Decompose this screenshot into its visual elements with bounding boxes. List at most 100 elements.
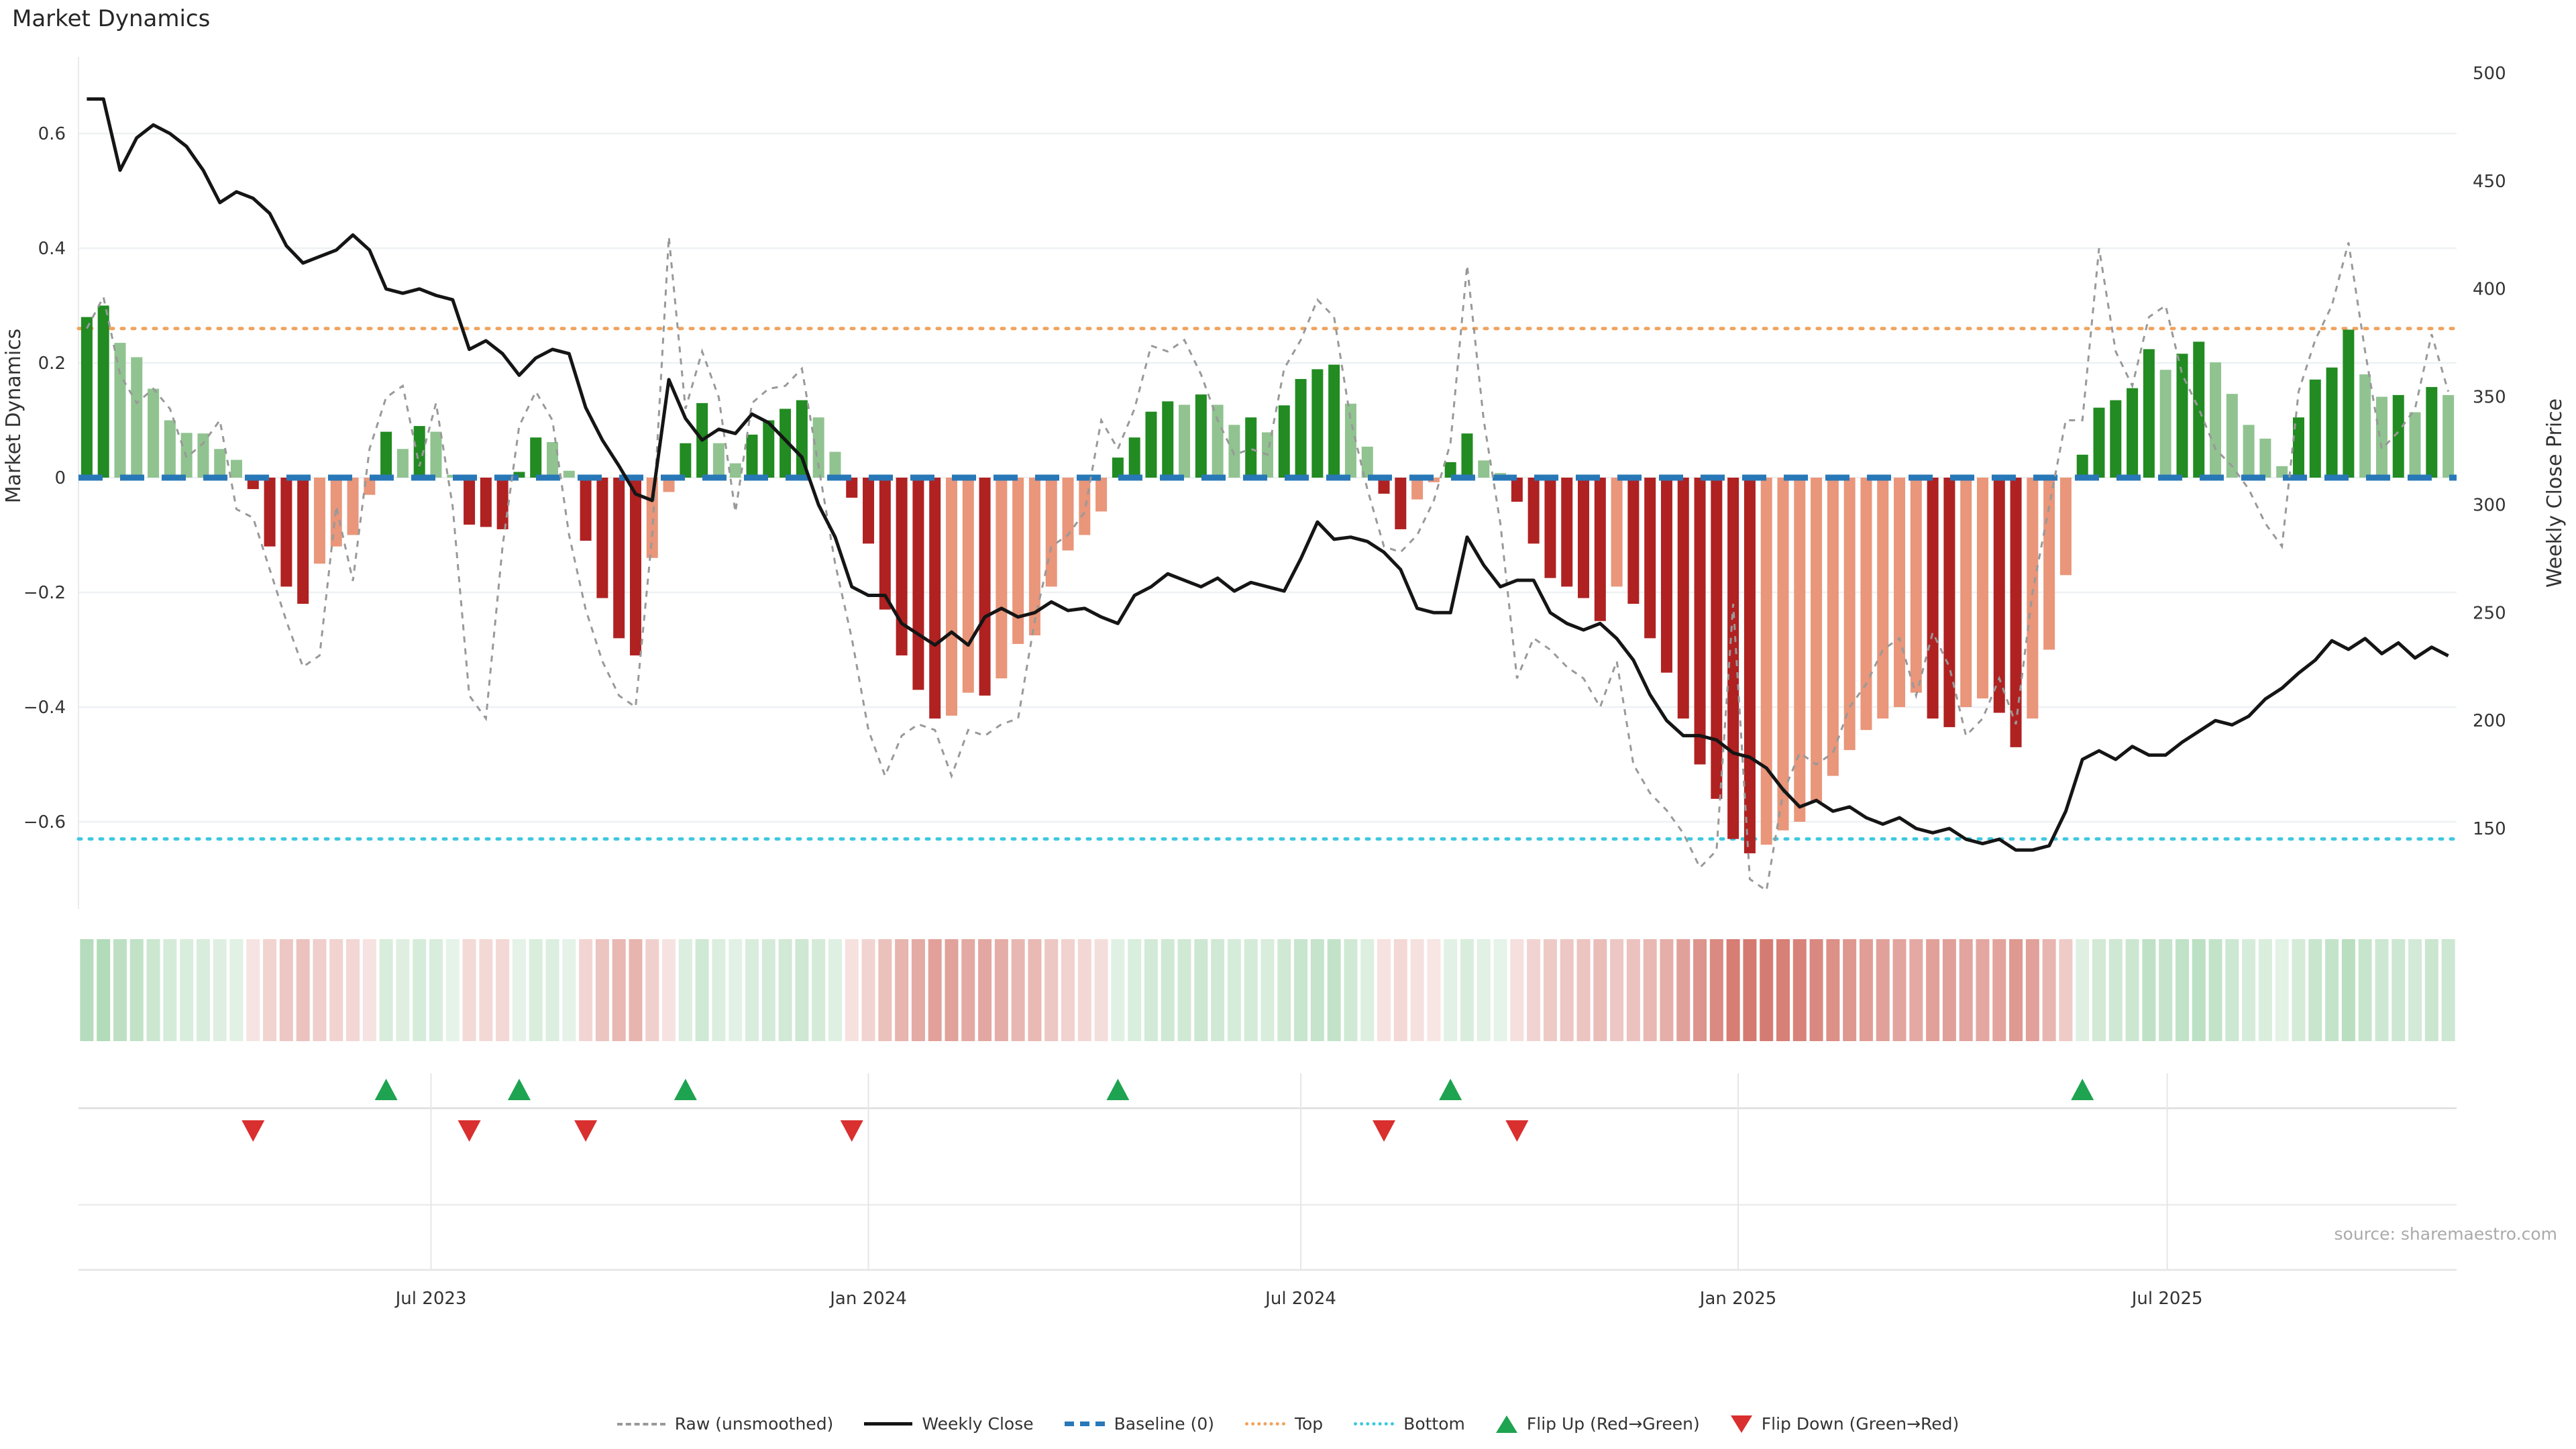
- heatmap-cell: [712, 939, 726, 1041]
- heatmap-cell: [1776, 939, 1790, 1041]
- heatmap-cell: [795, 939, 809, 1041]
- dynamics-bar: [896, 478, 908, 656]
- heatmap-cell: [562, 939, 576, 1041]
- heatmap-cell: [695, 939, 709, 1041]
- dynamics-bar: [1611, 478, 1623, 587]
- right-axis-tick-label: 300: [2473, 495, 2506, 515]
- left-axis-tick-label: −0.6: [23, 812, 66, 833]
- dynamics-bar: [1295, 378, 1307, 478]
- heatmap-cell: [346, 939, 360, 1041]
- heatmap-cell: [1194, 939, 1208, 1041]
- heatmap-cell: [1410, 939, 1424, 1041]
- dynamics-bar: [1644, 478, 1656, 639]
- heatmap-cell: [229, 939, 244, 1041]
- dynamics-bar: [1711, 478, 1723, 799]
- dynamics-bar: [313, 478, 325, 564]
- heatmap-cell: [462, 939, 476, 1041]
- dynamics-bar: [1311, 369, 1324, 478]
- heatmap-cell: [80, 939, 94, 1041]
- heatmap-cell: [1859, 939, 1873, 1041]
- weekly-close-line: [87, 97, 2449, 852]
- heatmap-cell: [1144, 939, 1158, 1041]
- heatmap-cell: [1959, 939, 1973, 1041]
- heatmap-cell: [479, 939, 493, 1041]
- dynamics-bar: [1727, 478, 1739, 839]
- heatmap-cell: [429, 939, 443, 1041]
- left-axis-tick-label: 0.2: [38, 354, 66, 374]
- dynamics-bar: [2443, 394, 2455, 478]
- heatmap-cell: [1477, 939, 1491, 1041]
- dynamics-bar: [2110, 400, 2122, 478]
- dynamics-bar: [2226, 394, 2238, 478]
- dynamics-bar: [2259, 438, 2271, 478]
- dynamics-bar: [596, 478, 608, 598]
- dynamics-bar: [2193, 341, 2205, 478]
- dynamics-bar: [945, 478, 957, 716]
- heatmap-cell: [413, 939, 427, 1041]
- dynamics-bar: [1578, 478, 1590, 598]
- heatmap-cell: [978, 939, 992, 1041]
- dynamics-bar: [97, 305, 109, 478]
- flip-up-triangle-icon: [1495, 1415, 1517, 1433]
- heatmap-cell: [1493, 939, 1507, 1041]
- dynamics-bar: [2210, 362, 2222, 478]
- x-axis-tick-label: Jan 2024: [828, 1289, 907, 1309]
- heatmap-cell: [1992, 939, 2006, 1041]
- heatmap-cell: [263, 939, 277, 1041]
- legend-item-top: Top: [1244, 1414, 1323, 1434]
- heatmap-cell: [146, 939, 160, 1041]
- dynamics-bar: [1128, 437, 1140, 478]
- heatmap-cell: [1709, 939, 1723, 1041]
- heatmap-cell: [729, 939, 743, 1041]
- heatmap-cell: [2258, 939, 2272, 1041]
- dynamics-bar: [280, 478, 292, 587]
- heatmap-cell: [1044, 939, 1059, 1041]
- axis-tick-labels: 0.6 0.4 0.2 0 −0.2 −0.4 −0.6 500 450 400 350 300 250…: [23, 64, 2506, 1309]
- right-axis-tick-label: 500: [2473, 64, 2506, 84]
- dynamics-bar: [1910, 478, 1922, 693]
- heatmap-cell: [313, 939, 327, 1041]
- heatmap-cell: [1377, 939, 1391, 1041]
- right-axis-tick-label: 450: [2473, 172, 2506, 192]
- heatmap-cell: [1926, 939, 1940, 1041]
- heatmap-cell: [1310, 939, 1324, 1041]
- raw-unsmoothed-line: [86, 236, 2450, 893]
- dynamics-bar: [580, 478, 592, 541]
- page-title: Market Dynamics: [12, 5, 211, 32]
- dynamics-bar: [2176, 354, 2188, 478]
- heatmap-cell: [1177, 939, 1191, 1041]
- heatmap-cell: [612, 939, 626, 1041]
- dynamics-bar: [1012, 478, 1024, 644]
- dynamics-bar: [763, 420, 775, 478]
- dynamics-bar: [729, 463, 741, 478]
- dynamics-bar: [712, 443, 724, 478]
- dynamics-bar: [2010, 478, 2022, 747]
- heatmap-cell: [928, 939, 942, 1041]
- dynamics-bar: [796, 400, 808, 478]
- heatmap-cell: [1643, 939, 1657, 1041]
- dynamics-bar: [863, 478, 875, 544]
- heatmap-cell: [163, 939, 177, 1041]
- dynamics-bar: [2093, 407, 2105, 478]
- dynamics-bar: [430, 431, 442, 478]
- dynamics-bar: [2127, 388, 2139, 478]
- heatmap-cell: [1260, 939, 1275, 1041]
- dynamics-bar: [979, 478, 991, 696]
- heatmap-cell: [1743, 939, 1757, 1041]
- dynamics-bar: [2309, 379, 2321, 478]
- heatmap-cell: [1094, 939, 1108, 1041]
- dynamics-bar: [1777, 478, 1789, 830]
- heatmap-cell: [1244, 939, 1258, 1041]
- heatmap-cell: [1128, 939, 1142, 1041]
- flip-down-marker: [241, 1120, 265, 1142]
- heatmap-cell: [1028, 939, 1042, 1041]
- legend-item-weekly-close: Weekly Close: [864, 1414, 1034, 1434]
- flip-up-marker: [507, 1079, 531, 1100]
- flip-down-marker: [574, 1120, 598, 1142]
- heatmap-cell: [1976, 939, 1990, 1041]
- heatmap-cell: [812, 939, 826, 1041]
- dynamics-bar: [447, 474, 459, 478]
- heatmap-cell: [2175, 939, 2189, 1041]
- heatmap-cell: [1892, 939, 1907, 1041]
- heatmap-cell: [97, 939, 111, 1041]
